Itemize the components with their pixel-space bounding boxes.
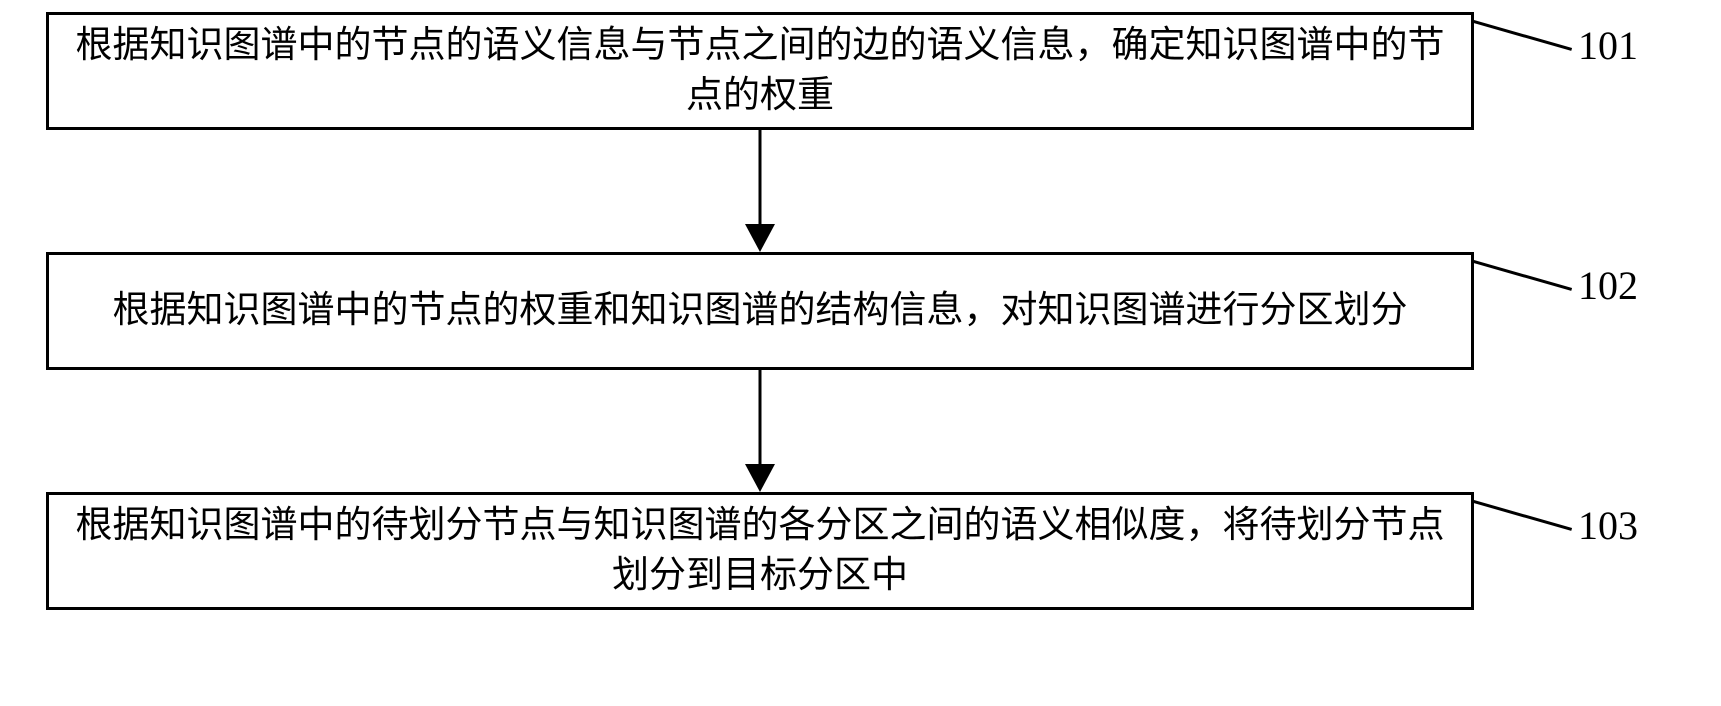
arrow-101-to-102 [741, 130, 779, 252]
arrow-102-to-103 [741, 370, 779, 492]
flow-step-103-label: 103 [1578, 502, 1638, 549]
flow-step-102-label: 102 [1578, 262, 1638, 309]
flow-step-102-callout [1473, 260, 1572, 291]
flow-step-103-text: 根据知识图谱中的待划分节点与知识图谱的各分区之间的语义相似度，将待划分节点划分到… [67, 501, 1453, 601]
flow-step-101-box: 根据知识图谱中的节点的语义信息与节点之间的边的语义信息，确定知识图谱中的节点的权… [46, 12, 1474, 130]
flow-step-102-text: 根据知识图谱中的节点的权重和知识图谱的结构信息，对知识图谱进行分区划分 [113, 286, 1408, 336]
flow-step-102-box: 根据知识图谱中的节点的权重和知识图谱的结构信息，对知识图谱进行分区划分 [46, 252, 1474, 370]
flow-step-103-box: 根据知识图谱中的待划分节点与知识图谱的各分区之间的语义相似度，将待划分节点划分到… [46, 492, 1474, 610]
flowchart-canvas: 根据知识图谱中的节点的语义信息与节点之间的边的语义信息，确定知识图谱中的节点的权… [0, 0, 1721, 706]
flow-step-101-label: 101 [1578, 22, 1638, 69]
flow-step-103-callout [1473, 500, 1572, 531]
flow-step-101-callout [1473, 20, 1572, 51]
flow-step-101-text: 根据知识图谱中的节点的语义信息与节点之间的边的语义信息，确定知识图谱中的节点的权… [67, 21, 1453, 121]
